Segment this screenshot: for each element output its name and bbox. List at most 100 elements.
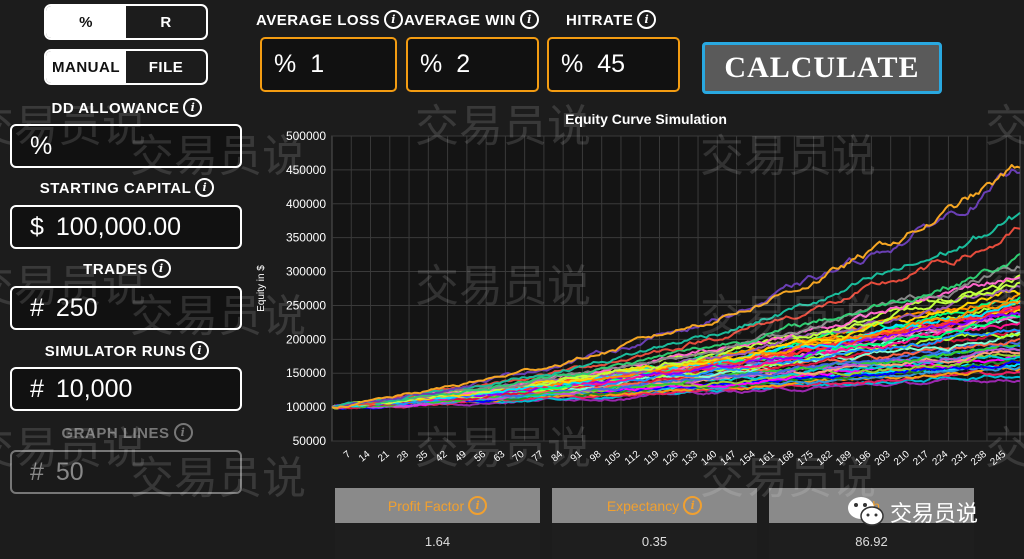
average-win-prefix: % [420,50,443,78]
x-tick-label: 175 [796,449,816,468]
average-loss-label: AVERAGE LOSS i [256,10,404,29]
y-axis-label: Equity in $ [256,265,267,312]
file-option[interactable]: FILE [148,58,184,76]
percent-option[interactable]: % [46,6,126,38]
x-tick-label: 21 [376,449,392,465]
x-tick-label: 154 [738,449,758,468]
expectancy-label: Expectancy [606,497,680,514]
x-tick-label: 168 [776,449,796,468]
chart-title: Equity Curve Simulation [565,111,727,127]
dd-allowance-prefix: % [30,131,53,160]
source-toggle: MANUAL FILE [44,49,208,85]
x-tick-label: 63 [492,449,508,465]
wechat-badge-text: 交易员说 [890,502,979,527]
y-tick-label: 50000 [293,434,327,448]
x-tick-label: 105 [603,449,623,468]
average-loss-value: 1 [310,50,325,78]
hitrate-field[interactable]: % 45 [547,37,680,92]
trades-prefix: # [30,293,44,322]
y-tick-label: 400000 [286,197,326,211]
x-tick-label: 161 [757,449,777,468]
graph-lines-label: GRAPH LINES i [0,423,254,442]
profit-factor-header: Profit Factor i [335,488,540,523]
info-icon[interactable]: i [173,423,193,442]
expectancy-header: Expectancy i [552,488,757,523]
equity-series-line [331,289,1021,409]
x-tick-label: 231 [950,449,970,468]
x-tick-label: 196 [853,449,873,468]
x-tick-label: 77 [530,449,546,465]
average-win-field[interactable]: % 2 [406,37,539,92]
profit-factor-card: Profit Factor i 1.64 [335,488,540,559]
y-tick-label: 450000 [286,163,326,177]
calculate-button[interactable]: CALCULATE [702,42,942,94]
equity-series-line [331,252,1021,409]
trades-field[interactable]: #250 [10,286,242,330]
info-icon[interactable]: i [190,341,210,360]
third-stat-value: 86.92 [855,533,888,549]
dd-allowance-label: DD ALLOWANCE i [0,98,254,117]
info-icon[interactable]: i [637,10,657,29]
x-tick-label: 203 [873,449,893,468]
x-tick-label: 119 [642,449,662,468]
equity-curve-chart: Equity Curve Simulation 50000 100000 150000… [256,111,1021,468]
x-tick-label: 84 [550,449,566,465]
average-loss-prefix: % [274,50,297,78]
info-icon[interactable]: i [468,496,488,515]
x-tick-label: 126 [661,449,681,468]
x-tick-label: 112 [623,449,643,468]
x-tick-label: 224 [931,449,951,468]
graph-lines-prefix: # [30,457,44,486]
x-tick-label: 70 [511,449,527,465]
x-tick-label: 147 [719,449,739,468]
simulator-runs-label: SIMULATOR RUNS i [0,341,254,360]
graph-lines-value: 50 [55,457,84,486]
dd-allowance-field[interactable]: % [10,124,242,168]
y-tick-label: 100000 [286,400,326,414]
y-tick-label: 200000 [286,332,326,346]
expectancy-value: 0.35 [641,533,668,549]
info-icon[interactable]: i [683,496,703,515]
wechat-badge: 交易员说 [846,494,978,530]
profit-factor-label: Profit Factor [387,497,465,514]
expectancy-card: Expectancy i 0.35 [552,488,757,559]
x-tick-label: 133 [680,449,700,468]
starting-capital-label: STARTING CAPITAL i [0,178,254,197]
starting-capital-field[interactable]: $100,000.00 [10,205,242,249]
starting-capital-value: 100,000.00 [55,212,182,241]
x-tick-label: 56 [472,449,488,465]
y-tick-label: 250000 [286,298,326,312]
x-tick-label: 28 [395,449,411,465]
average-win-value: 2 [456,50,471,78]
unit-toggle: % R [44,4,208,40]
graph-lines-field: #50 [10,450,242,494]
x-tick-label: 217 [911,449,931,468]
starting-capital-prefix: $ [30,212,44,241]
y-tick-label: 150000 [286,366,326,380]
equity-series-line [331,342,1021,409]
profit-factor-value: 1.64 [424,533,451,549]
info-icon[interactable]: i [183,98,203,117]
x-tick-label: 91 [569,449,585,465]
x-tick-label: 238 [969,449,989,468]
x-tick-label: 49 [453,449,469,465]
info-icon[interactable]: i [151,259,171,278]
info-icon[interactable]: i [519,10,539,29]
average-loss-field[interactable]: % 1 [260,37,397,92]
simulator-runs-value: 10,000 [55,374,133,403]
x-tick-label: 182 [815,449,835,468]
hitrate-value: 45 [597,50,626,78]
r-option[interactable]: R [160,13,172,31]
info-icon[interactable]: i [384,10,404,29]
equity-series-line [331,164,1021,409]
y-tick-label: 500000 [286,129,326,143]
info-icon[interactable]: i [195,178,215,197]
x-tick-label: 42 [434,449,450,465]
x-tick-label: 98 [588,449,604,465]
simulator-runs-field[interactable]: #10,000 [10,367,242,411]
x-tick-label: 210 [892,449,912,468]
hitrate-prefix: % [561,50,584,78]
x-tick-label: 14 [357,449,373,465]
manual-option[interactable]: MANUAL [46,51,126,83]
hitrate-label: HITRATE i [566,10,657,29]
